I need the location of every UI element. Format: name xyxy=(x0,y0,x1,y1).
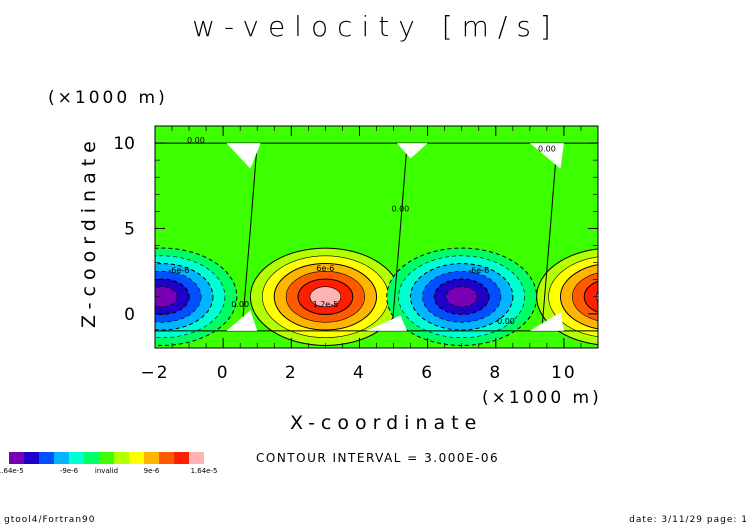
contour-cells xyxy=(155,247,598,346)
colorbar-swatch xyxy=(69,452,84,464)
masked-triangle xyxy=(396,143,428,159)
contour-label: 0.00 xyxy=(538,145,556,154)
colorbar-label: 1.64e-5 xyxy=(191,467,218,475)
footer-right: date: 3/11/29 page: 1 xyxy=(629,515,748,525)
x-tick-label: −2 xyxy=(140,363,169,383)
colorbar-label: invalid xyxy=(95,467,118,475)
colorbar-swatch xyxy=(39,452,54,464)
contour-interval-text: CONTOUR INTERVAL = 3.000E-06 xyxy=(256,451,500,465)
colorbar-label: 9e-6 xyxy=(144,467,160,475)
colorbar-swatch xyxy=(174,452,189,464)
y-tick-label: 5 xyxy=(124,219,135,239)
colorbar: -1.64e-5 -9e-6 invalid 9e-6 1.64e-5 xyxy=(0,452,217,475)
y-tick-label: 10 xyxy=(113,134,135,154)
x-units-label: (×1000 m) xyxy=(482,388,602,408)
contour-labels: 0.00 0.00 0.00 0.00 0.00 -6e-6 6e-6 1.2e-5 -6e-6 xyxy=(168,136,555,326)
zero-contour-line xyxy=(541,143,558,331)
contour-band xyxy=(309,286,342,308)
masked-triangle xyxy=(366,315,408,331)
contour-cell-1 xyxy=(249,247,401,346)
colorbar-swatch xyxy=(54,452,69,464)
x-tick-label: 6 xyxy=(421,363,434,383)
contour-label: 0.00 xyxy=(187,136,205,145)
zero-contour-line xyxy=(241,143,258,331)
contour-band xyxy=(595,291,598,302)
contour-cell-0 xyxy=(155,247,238,346)
colorbar-label: -9e-6 xyxy=(60,467,79,475)
x-axis-label: X-coordinate xyxy=(290,412,483,434)
colorbar-swatch xyxy=(99,452,114,464)
colorbar-label: -1.64e-5 xyxy=(0,467,24,475)
contour-label: 0.00 xyxy=(391,204,409,213)
contour-cell-2 xyxy=(386,247,538,346)
x-tick-label: 2 xyxy=(285,363,298,383)
masked-triangle xyxy=(226,310,258,331)
masked-triangle xyxy=(226,143,261,169)
plot-area: 0.00 0.00 0.00 0.00 0.00 -6e-6 6e-6 1.2e-5 -6e-6 xyxy=(155,126,598,348)
x-tick-label: 10 xyxy=(551,363,577,383)
chart-title: w-velocity [m/s] xyxy=(192,10,560,43)
masked-triangle xyxy=(529,312,564,331)
contour-band xyxy=(583,280,598,313)
colorbar-swatch xyxy=(24,452,39,464)
x-tick-label: 8 xyxy=(489,363,502,383)
colorbar-swatch xyxy=(84,452,99,464)
x-tick-label: 0 xyxy=(217,363,230,383)
y-axis-label: Z-coordinate xyxy=(78,135,100,328)
colorbar-swatch xyxy=(114,452,129,464)
zero-contour-line xyxy=(391,143,408,331)
footer-left: gtool4/Fortran90 xyxy=(4,515,96,525)
colorbar-swatch xyxy=(9,452,24,464)
contour-label: 6e-6 xyxy=(316,264,334,273)
contour-band xyxy=(155,286,178,308)
contour-label: 0.00 xyxy=(231,300,249,309)
contour-label: 0.00 xyxy=(497,317,515,326)
contour-label: -6e-6 xyxy=(468,266,489,275)
contour-band xyxy=(445,286,478,308)
contour-label: 1.2e-5 xyxy=(313,300,339,309)
colorbar-swatch xyxy=(159,452,174,464)
x-axis: −2 0 2 4 6 8 10 xyxy=(140,126,599,383)
x-tick-label: 4 xyxy=(353,363,366,383)
y-axis: 0 5 10 xyxy=(113,125,598,349)
y-units-label: (×1000 m) xyxy=(48,88,168,108)
colorbar-swatch xyxy=(144,452,159,464)
masked-regions xyxy=(226,143,564,331)
colorbar-swatch xyxy=(189,452,204,464)
contour-label: -6e-6 xyxy=(168,266,189,275)
y-tick-label: 0 xyxy=(124,305,135,325)
colorbar-swatch xyxy=(129,452,144,464)
masked-triangle xyxy=(529,143,564,169)
